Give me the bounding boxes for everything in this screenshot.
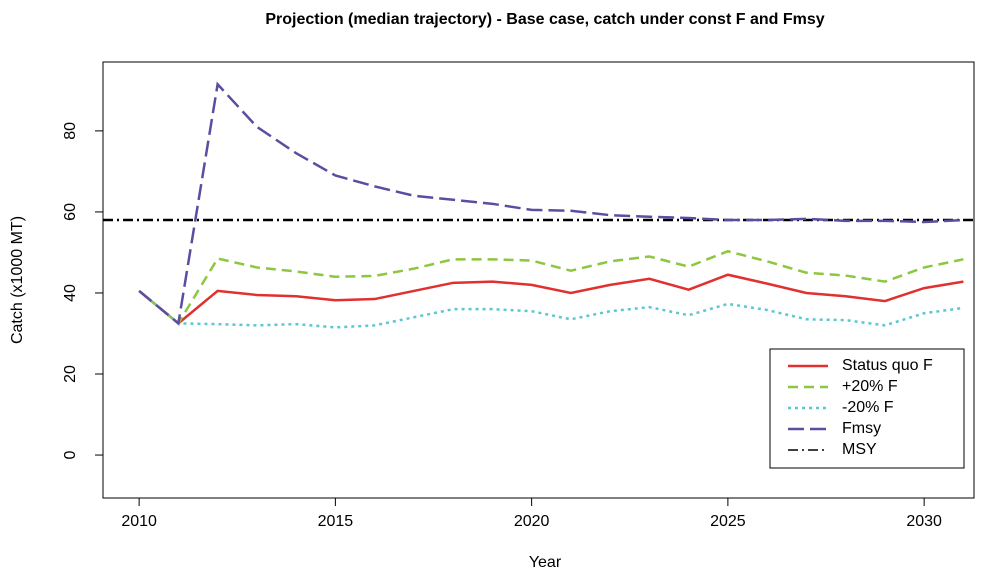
- y-axis-label: Catch (x1000 MT): [9, 216, 26, 344]
- series-line: [138, 81, 964, 326]
- x-tick-label: 2030: [906, 513, 942, 530]
- legend-label: Status quo F: [842, 357, 933, 374]
- x-tick-label: 2025: [710, 513, 746, 530]
- x-tick-label: 2015: [318, 513, 354, 530]
- y-tick-label: 0: [62, 451, 79, 460]
- plot-box: [102, 61, 975, 499]
- y-tick-label: 60: [62, 203, 79, 221]
- legend-label: MSY: [842, 441, 877, 458]
- chart-title: Projection (median trajectory) - Base ca…: [265, 11, 824, 28]
- x-axis-label: Year: [529, 554, 562, 571]
- x-tick-label: 2020: [514, 513, 550, 530]
- series-line: [138, 273, 964, 325]
- series-line: [138, 289, 964, 329]
- y-tick-label: 80: [62, 122, 79, 140]
- y-tick-label: 40: [62, 284, 79, 302]
- series-line: [138, 249, 964, 326]
- legend-label: -20% F: [842, 399, 894, 416]
- y-tick-label: 20: [62, 365, 79, 383]
- x-tick-label: 2010: [121, 513, 157, 530]
- legend-label: +20% F: [842, 378, 898, 395]
- legend-label: Fmsy: [842, 420, 881, 437]
